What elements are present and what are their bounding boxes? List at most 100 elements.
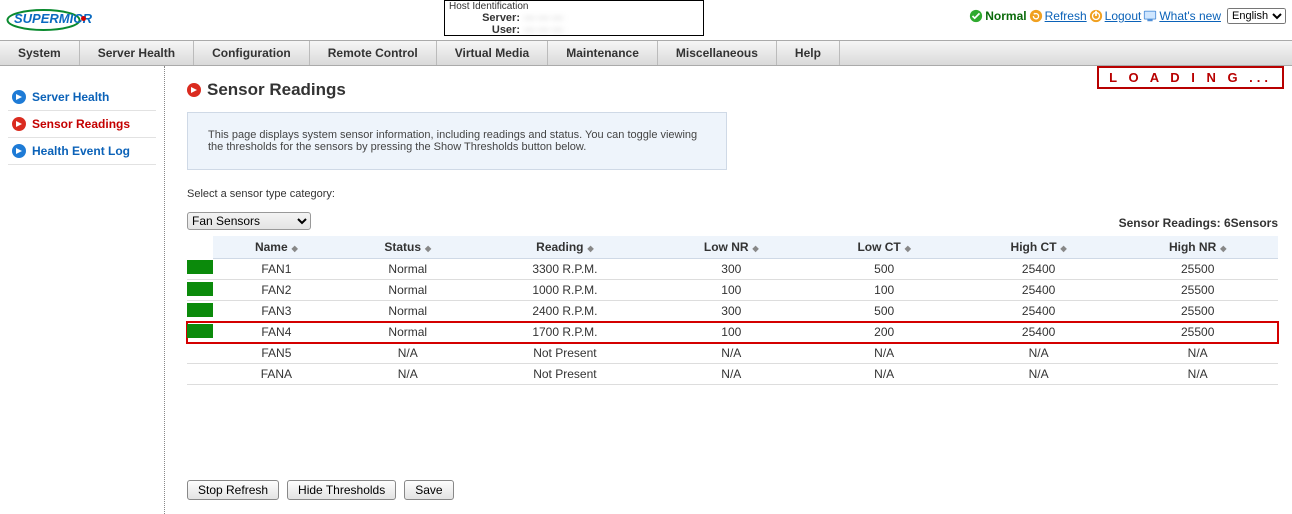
- sidebar-item-health-event-log[interactable]: Health Event Log: [8, 138, 156, 165]
- sidebar-item-label: Server Health: [32, 90, 109, 104]
- sort-icon: ◆: [1220, 244, 1226, 253]
- status-color-icon: [187, 260, 213, 274]
- cell-low_nr: 100: [654, 280, 808, 301]
- status-color-cell: [187, 301, 213, 322]
- top-right-links: Normal Refresh Logout What's new English: [969, 8, 1286, 24]
- menu-item-system[interactable]: System: [0, 41, 80, 65]
- col-status[interactable]: Status◆: [340, 236, 476, 259]
- arrow-active-icon: [12, 117, 26, 131]
- col-reading[interactable]: Reading◆: [476, 236, 654, 259]
- title-arrow-icon: [187, 83, 201, 97]
- refresh-link[interactable]: Refresh: [1045, 9, 1087, 23]
- table-row[interactable]: FAN3Normal2400 R.P.M.3005002540025500: [187, 301, 1278, 322]
- logout-link[interactable]: Logout: [1105, 9, 1142, 23]
- col-high-ct[interactable]: High CT◆: [960, 236, 1118, 259]
- col-name[interactable]: Name◆: [213, 236, 340, 259]
- cell-low_nr: N/A: [654, 364, 808, 385]
- logo: SUPERMICR: [6, 6, 96, 34]
- user-value: — — —: [524, 24, 699, 36]
- cell-status: Normal: [340, 322, 476, 343]
- table-row[interactable]: FAN4Normal1700 R.P.M.1002002540025500: [187, 322, 1278, 343]
- sort-icon: ◆: [425, 244, 431, 253]
- status-color-cell: [187, 280, 213, 301]
- logout-icon: [1089, 9, 1103, 23]
- cell-low_ct: 500: [809, 301, 960, 322]
- sidebar-item-label: Health Event Log: [32, 144, 130, 158]
- host-identification-box: Host Identification Server: — — — User: …: [444, 0, 704, 36]
- menu-item-configuration[interactable]: Configuration: [194, 41, 310, 65]
- cell-reading: Not Present: [476, 364, 654, 385]
- cell-low_ct: 500: [809, 259, 960, 280]
- table-row[interactable]: FAN5N/ANot PresentN/AN/AN/AN/A: [187, 343, 1278, 364]
- cell-low_nr: 300: [654, 301, 808, 322]
- col-low-ct[interactable]: Low CT◆: [809, 236, 960, 259]
- cell-low_nr: 300: [654, 259, 808, 280]
- sort-icon: ◆: [905, 244, 911, 253]
- cell-high_ct: N/A: [960, 364, 1118, 385]
- table-row[interactable]: FANAN/ANot PresentN/AN/AN/AN/A: [187, 364, 1278, 385]
- sidebar-item-server-health[interactable]: Server Health: [8, 84, 156, 111]
- language-select[interactable]: English: [1227, 8, 1286, 24]
- status-color-cell: [187, 364, 213, 385]
- cell-name: FANA: [213, 364, 340, 385]
- cell-low_nr: N/A: [654, 343, 808, 364]
- cell-high_ct: 25400: [960, 301, 1118, 322]
- status-color-icon: [187, 282, 213, 296]
- cell-reading: 2400 R.P.M.: [476, 301, 654, 322]
- cell-name: FAN3: [213, 301, 340, 322]
- table-row[interactable]: FAN2Normal1000 R.P.M.1001002540025500: [187, 280, 1278, 301]
- stop-refresh-button[interactable]: Stop Refresh: [187, 480, 279, 500]
- arrow-icon: [12, 90, 26, 104]
- cell-status: Normal: [340, 280, 476, 301]
- menu-item-remote-control[interactable]: Remote Control: [310, 41, 437, 65]
- cell-status: Normal: [340, 301, 476, 322]
- status-color-icon: [187, 303, 213, 317]
- user-label: User:: [449, 24, 524, 36]
- cell-reading: 1700 R.P.M.: [476, 322, 654, 343]
- cell-high_nr: N/A: [1117, 343, 1278, 364]
- menu-item-virtual-media[interactable]: Virtual Media: [437, 41, 548, 65]
- sensor-type-select[interactable]: Fan Sensors: [187, 212, 311, 230]
- cell-low_ct: 200: [809, 322, 960, 343]
- monitor-icon: [1143, 9, 1157, 23]
- sort-icon: ◆: [1061, 244, 1067, 253]
- cell-status: N/A: [340, 343, 476, 364]
- content-area: Server Health Sensor Readings Health Event…: [0, 66, 1292, 514]
- menu-item-help[interactable]: Help: [777, 41, 840, 65]
- status-normal-icon: [969, 9, 983, 23]
- cell-high_nr: 25500: [1117, 301, 1278, 322]
- cell-status: Normal: [340, 259, 476, 280]
- col-low-nr[interactable]: Low NR◆: [654, 236, 808, 259]
- save-button[interactable]: Save: [404, 480, 453, 500]
- sidebar-item-sensor-readings[interactable]: Sensor Readings: [8, 111, 156, 138]
- table-row[interactable]: FAN1Normal3300 R.P.M.3005002540025500: [187, 259, 1278, 280]
- host-id-header: Host Identification: [449, 1, 699, 12]
- arrow-icon: [12, 144, 26, 158]
- svg-text:SUPERMICR: SUPERMICR: [14, 11, 93, 26]
- status-color-icon: [187, 324, 213, 338]
- cell-low_ct: N/A: [809, 343, 960, 364]
- status-color-column: [187, 236, 213, 259]
- cell-reading: 3300 R.P.M.: [476, 259, 654, 280]
- menu-item-miscellaneous[interactable]: Miscellaneous: [658, 41, 777, 65]
- category-label: Select a sensor type category:: [187, 188, 335, 200]
- sidebar: Server Health Sensor Readings Health Event…: [0, 66, 165, 514]
- hide-thresholds-button[interactable]: Hide Thresholds: [287, 480, 396, 500]
- col-high-nr[interactable]: High NR◆: [1117, 236, 1278, 259]
- cell-name: FAN4: [213, 322, 340, 343]
- status-color-cell: [187, 343, 213, 364]
- cell-high_ct: 25400: [960, 280, 1118, 301]
- whats-new-link[interactable]: What's new: [1159, 9, 1221, 23]
- sort-icon: ◆: [588, 244, 594, 253]
- cell-high_ct: 25400: [960, 259, 1118, 280]
- sort-icon: ◆: [753, 244, 759, 253]
- cell-high_nr: N/A: [1117, 364, 1278, 385]
- cell-status: N/A: [340, 364, 476, 385]
- sensor-count: Sensor Readings: 6Sensors: [1119, 216, 1278, 230]
- sidebar-item-label: Sensor Readings: [32, 117, 130, 131]
- menu-item-server-health[interactable]: Server Health: [80, 41, 194, 65]
- server-label: Server:: [449, 12, 524, 24]
- button-row: Stop Refresh Hide Thresholds Save: [187, 480, 1278, 500]
- status-color-cell: [187, 322, 213, 343]
- menu-item-maintenance[interactable]: Maintenance: [548, 41, 658, 65]
